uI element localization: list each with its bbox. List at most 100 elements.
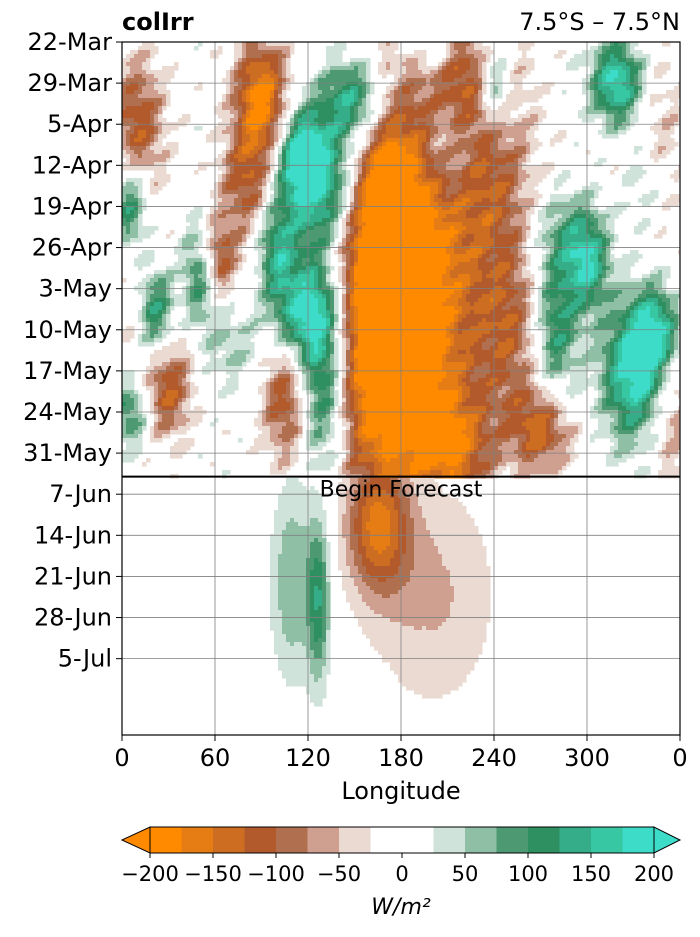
contour-cell	[374, 190, 379, 195]
contour-cell	[438, 130, 443, 135]
contour-cell	[658, 74, 663, 79]
contour-cell	[562, 214, 567, 219]
contour-cell	[650, 190, 655, 195]
contour-cell	[130, 166, 135, 171]
contour-cell	[314, 78, 319, 83]
contour-cell	[390, 130, 395, 135]
contour-cell	[422, 186, 427, 191]
contour-cell	[506, 106, 511, 111]
contour-cell	[554, 198, 559, 203]
contour-cell	[462, 130, 467, 135]
contour-cell	[190, 234, 195, 239]
contour-cell	[282, 234, 287, 239]
contour-cell	[446, 66, 451, 71]
contour-cell	[122, 82, 127, 87]
contour-cell	[474, 70, 479, 75]
contour-cell	[242, 106, 247, 111]
contour-cell	[614, 58, 619, 63]
contour-cell	[430, 78, 435, 83]
contour-cell	[274, 138, 279, 143]
contour-cell	[222, 186, 227, 191]
contour-cell	[466, 58, 471, 63]
contour-cell	[634, 178, 639, 183]
contour-cell	[222, 94, 227, 99]
contour-cell	[130, 206, 135, 211]
contour-cell	[630, 78, 635, 83]
contour-cell	[470, 74, 475, 79]
contour-cell	[262, 118, 267, 123]
contour-cell	[622, 206, 627, 211]
contour-cell	[334, 134, 339, 139]
contour-cell	[578, 238, 583, 243]
contour-cell	[322, 234, 327, 239]
contour-cell	[382, 154, 387, 159]
contour-cell	[410, 154, 415, 159]
contour-cell	[154, 130, 159, 135]
contour-cell	[418, 146, 423, 151]
contour-cell	[546, 82, 551, 87]
contour-cell	[318, 242, 323, 247]
contour-cell	[302, 186, 307, 191]
contour-cell	[358, 150, 363, 155]
contour-cell	[642, 86, 647, 91]
contour-cell	[330, 230, 335, 235]
contour-cell	[654, 234, 659, 239]
contour-cell	[266, 110, 271, 115]
contour-cell	[326, 114, 331, 119]
contour-cell	[166, 66, 171, 71]
contour-cell	[318, 234, 323, 239]
contour-cell	[158, 138, 163, 143]
contour-cell	[478, 118, 483, 123]
contour-cell	[398, 130, 403, 135]
contour-cell	[430, 90, 435, 95]
contour-cell	[434, 226, 439, 231]
contour-cell	[398, 98, 403, 103]
contour-cell	[154, 70, 159, 75]
contour-cell	[450, 58, 455, 63]
contour-cell	[158, 170, 163, 175]
contour-cell	[558, 230, 563, 235]
contour-cell	[606, 242, 611, 247]
contour-cell	[494, 110, 499, 115]
contour-cell	[438, 70, 443, 75]
contour-cell	[250, 70, 255, 75]
contour-cell	[446, 90, 451, 95]
contour-cell	[446, 190, 451, 195]
contour-cell	[454, 110, 459, 115]
contour-cell	[398, 86, 403, 91]
contour-cell	[462, 102, 467, 107]
contour-cell	[334, 190, 339, 195]
contour-cell	[466, 190, 471, 195]
contour-cell	[406, 66, 411, 71]
contour-cell	[590, 78, 595, 83]
contour-cell	[374, 170, 379, 175]
contour-cell	[290, 78, 295, 83]
contour-cell	[586, 90, 591, 95]
contour-cell	[234, 138, 239, 143]
contour-cell	[358, 174, 363, 179]
contour-cell	[450, 238, 455, 243]
contour-cell	[530, 98, 535, 103]
contour-cell	[354, 230, 359, 235]
contour-cell	[254, 78, 259, 83]
contour-cell	[430, 210, 435, 215]
contour-cell	[134, 218, 139, 223]
contour-cell	[438, 98, 443, 103]
contour-cell	[478, 198, 483, 203]
contour-cell	[518, 58, 523, 63]
contour-cell	[154, 102, 159, 107]
contour-cell	[550, 238, 555, 243]
contour-cell	[390, 218, 395, 223]
contour-cell	[146, 62, 151, 67]
contour-cell	[386, 178, 391, 183]
contour-cell	[594, 66, 599, 71]
contour-cell	[134, 230, 139, 235]
contour-cell	[486, 234, 491, 239]
contour-cell	[438, 154, 443, 159]
contour-cell	[338, 134, 343, 139]
contour-cell	[410, 142, 415, 147]
contour-cell	[406, 186, 411, 191]
contour-cell	[326, 210, 331, 215]
contour-cell	[138, 74, 143, 79]
contour-cell	[234, 62, 239, 67]
